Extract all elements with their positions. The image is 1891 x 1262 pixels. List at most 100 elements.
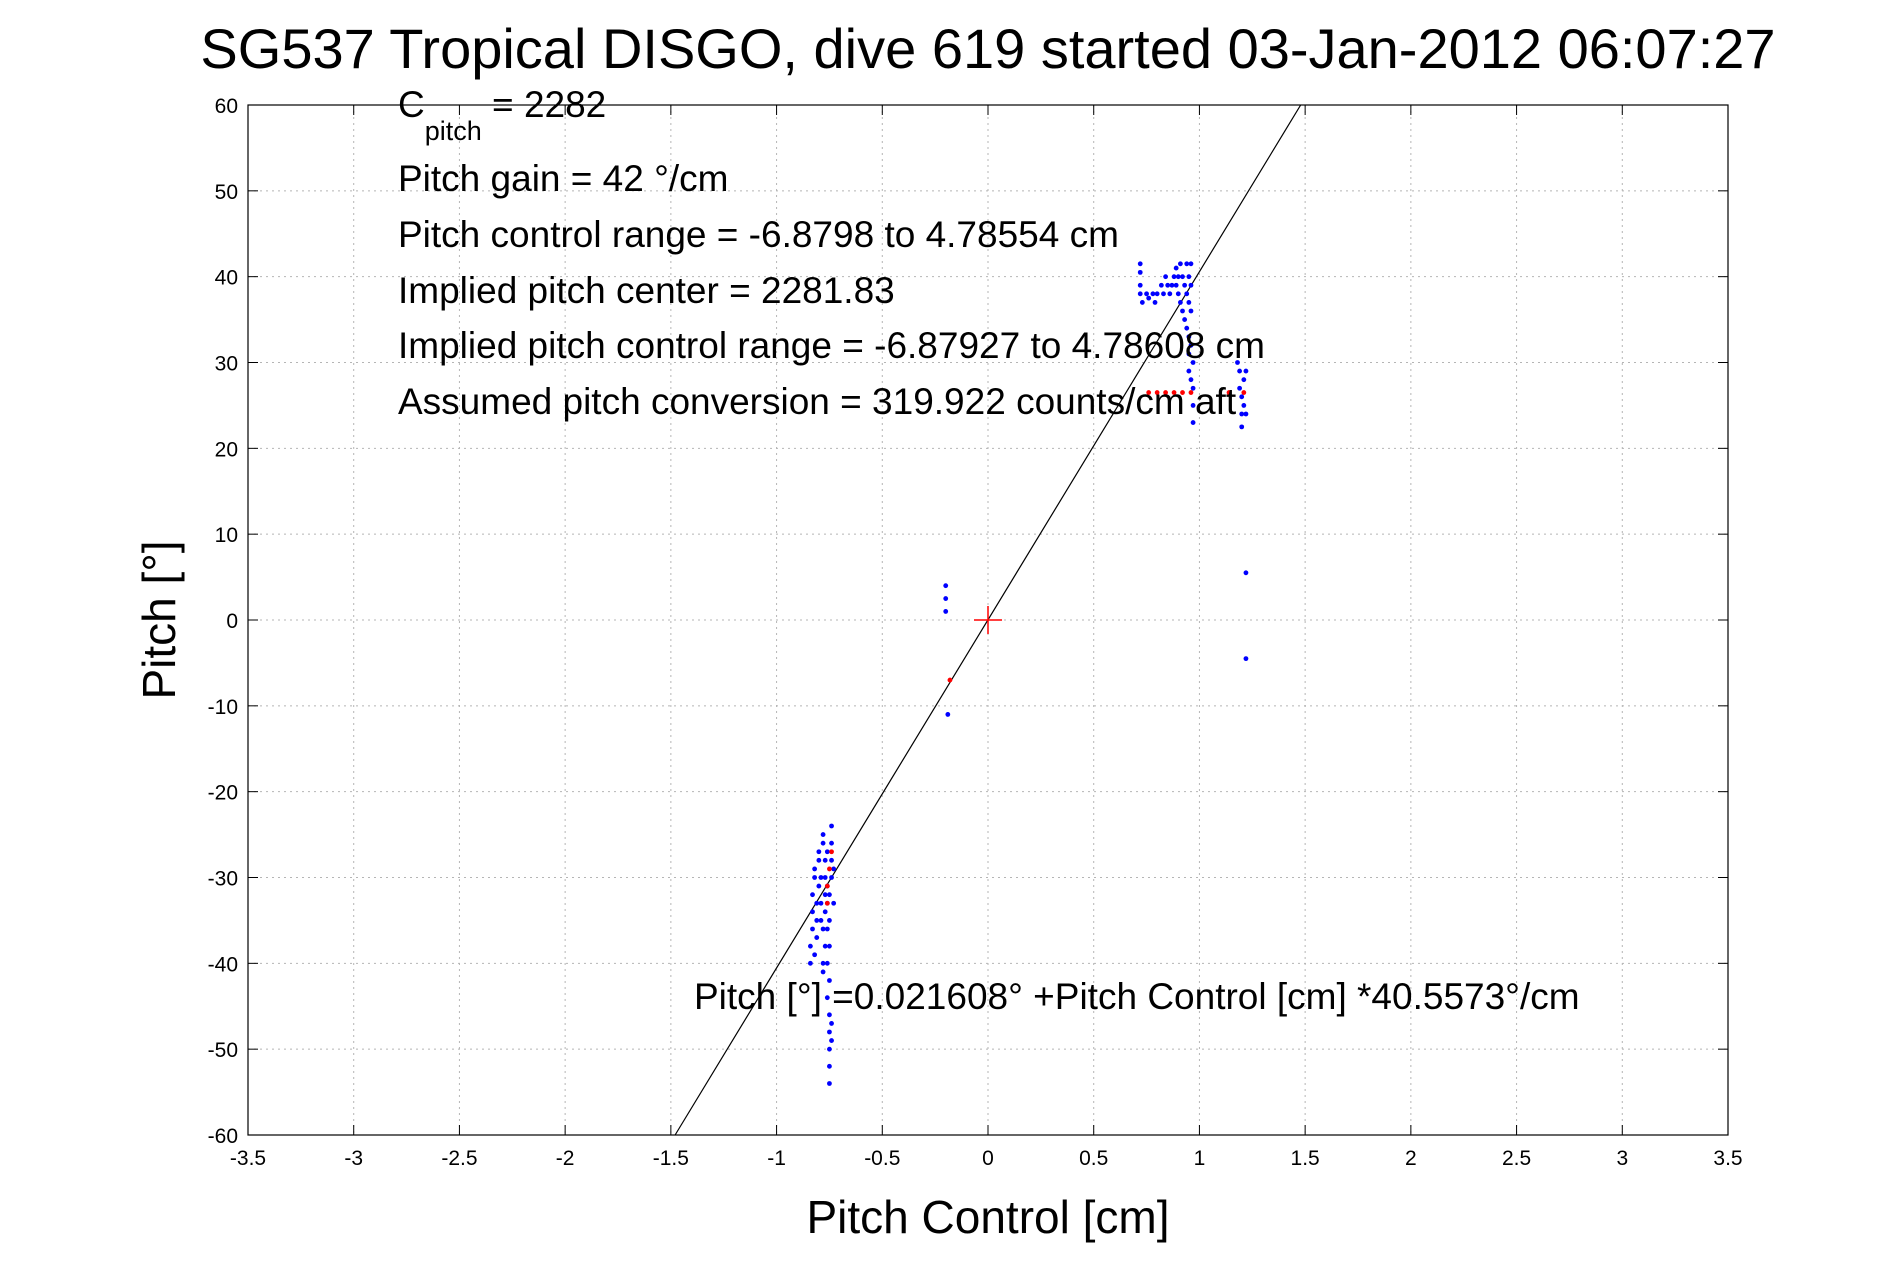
data-point-blue bbox=[829, 1021, 834, 1026]
x-tick-label: 3 bbox=[1616, 1147, 1628, 1170]
data-point-blue bbox=[1241, 403, 1247, 408]
data-point-blue bbox=[1190, 403, 1196, 408]
data-point-blue bbox=[829, 840, 834, 846]
data-point-blue bbox=[1137, 282, 1143, 288]
data-point-blue bbox=[1186, 334, 1192, 340]
data-point-blue bbox=[822, 857, 828, 863]
data-point-blue bbox=[1173, 265, 1179, 271]
data-point-blue bbox=[824, 960, 830, 966]
data-point-blue bbox=[822, 892, 828, 898]
y-tick-label: -20 bbox=[208, 782, 238, 805]
x-tick-label: 2 bbox=[1405, 1147, 1417, 1170]
data-point-blue bbox=[1154, 291, 1160, 297]
data-point-blue bbox=[1161, 291, 1166, 297]
y-tick-label: 20 bbox=[215, 438, 238, 461]
data-point-blue bbox=[1243, 411, 1249, 417]
annotation-fit-equation: Pitch [°] =0.021608° +Pitch Control [cm]… bbox=[694, 976, 1580, 1017]
y-tick-label: 50 bbox=[215, 181, 238, 204]
data-point-blue bbox=[829, 1038, 834, 1043]
y-tick-label: 40 bbox=[215, 267, 238, 290]
data-point-blue bbox=[1188, 342, 1194, 348]
data-point-blue bbox=[1186, 351, 1192, 357]
data-point-blue bbox=[1243, 368, 1249, 374]
data-point-blue bbox=[810, 909, 815, 915]
data-point-blue bbox=[1188, 377, 1194, 383]
x-tick-label: 1 bbox=[1194, 1147, 1206, 1170]
data-point-blue bbox=[1171, 274, 1177, 280]
data-point-blue bbox=[827, 1081, 832, 1086]
tick-labels: -3.5 -3 -2.5 -2 -1.5 -1 -0.5 0 0.5 1 1.5 2 2.5 3 3.5 -6… bbox=[208, 95, 1743, 1170]
x-tick-label: 0 bbox=[982, 1147, 994, 1170]
data-point-blue bbox=[1158, 282, 1164, 288]
data-point-red bbox=[824, 900, 830, 906]
x-tick-label: 0.5 bbox=[1079, 1147, 1108, 1170]
data-point-blue bbox=[1175, 291, 1181, 297]
data-point-blue bbox=[1152, 300, 1158, 305]
data-point-red bbox=[1146, 390, 1152, 395]
data-point-blue bbox=[810, 926, 815, 932]
x-tick-label: 1.5 bbox=[1291, 1147, 1320, 1170]
data-point-blue bbox=[818, 918, 824, 923]
data-point-blue bbox=[812, 952, 818, 958]
data-point-blue bbox=[824, 849, 830, 855]
data-point-blue bbox=[831, 900, 837, 906]
data-point-red bbox=[1226, 390, 1232, 395]
data-point-blue bbox=[1137, 269, 1143, 275]
data-point-blue bbox=[1182, 282, 1188, 288]
data-point-blue bbox=[820, 840, 826, 846]
data-point-blue bbox=[945, 712, 951, 717]
x-tick-label: 2.5 bbox=[1502, 1147, 1531, 1170]
data-point-blue bbox=[1237, 385, 1242, 391]
data-point-blue bbox=[827, 1029, 832, 1035]
data-point-blue bbox=[816, 857, 822, 863]
annotation-pitch-gain: Pitch gain = 42 °/cm bbox=[398, 158, 729, 199]
data-point-blue bbox=[822, 875, 828, 880]
annotation-assumed-pitch-conversion: Assumed pitch conversion = 319.922 count… bbox=[398, 381, 1237, 422]
data-point-blue bbox=[1180, 308, 1185, 314]
data-point-red bbox=[1188, 390, 1194, 395]
data-point-blue bbox=[824, 995, 830, 1001]
data-point-red bbox=[827, 866, 832, 872]
data-point-blue bbox=[829, 857, 834, 863]
data-point-blue bbox=[827, 918, 832, 923]
x-tick-label: -2.5 bbox=[441, 1147, 477, 1170]
data-point-blue bbox=[814, 935, 820, 940]
data-point-blue bbox=[827, 1063, 832, 1069]
data-point-blue bbox=[822, 909, 828, 915]
x-tick-label: -3 bbox=[344, 1147, 363, 1170]
data-point-blue bbox=[1163, 274, 1168, 280]
data-point-blue bbox=[814, 900, 820, 906]
y-tick-label: -10 bbox=[208, 696, 238, 719]
data-point-blue bbox=[1235, 360, 1240, 365]
data-point-blue bbox=[1178, 261, 1183, 267]
data-point-blue bbox=[818, 875, 824, 880]
y-tick-label: -60 bbox=[208, 1125, 238, 1148]
y-tick-label: 10 bbox=[215, 524, 238, 547]
data-point-blue bbox=[829, 875, 834, 880]
data-point-blue bbox=[1188, 261, 1194, 267]
y-tick-label: -30 bbox=[208, 868, 238, 891]
data-point-blue bbox=[1137, 291, 1143, 297]
x-tick-label: -0.5 bbox=[864, 1147, 900, 1170]
data-point-blue bbox=[1167, 291, 1173, 297]
data-point-red bbox=[1163, 390, 1168, 395]
data-point-blue bbox=[827, 943, 832, 949]
data-point-blue bbox=[829, 823, 834, 829]
annotation-pitch-control-range: Pitch control range = -6.8798 to 4.78554… bbox=[398, 214, 1119, 255]
data-point-blue bbox=[1150, 291, 1156, 297]
data-point-red bbox=[947, 677, 953, 683]
data-point-blue bbox=[812, 875, 818, 880]
data-point-blue bbox=[1180, 274, 1185, 280]
chart-title: SG537 Tropical DISGO, dive 619 started 0… bbox=[200, 17, 1775, 80]
y-tick-label: 60 bbox=[215, 95, 238, 118]
data-point-blue bbox=[1186, 368, 1192, 374]
data-point-blue bbox=[943, 596, 949, 601]
x-tick-label: 3.5 bbox=[1713, 1147, 1742, 1170]
data-point-blue bbox=[1182, 317, 1188, 322]
data-point-blue bbox=[831, 866, 837, 872]
data-point-blue bbox=[1237, 368, 1242, 374]
data-point-blue bbox=[827, 1012, 832, 1018]
annotation-implied-pitch-control-range: Implied pitch control range = -6.87927 t… bbox=[398, 325, 1265, 366]
x-tick-label: -2 bbox=[556, 1147, 575, 1170]
